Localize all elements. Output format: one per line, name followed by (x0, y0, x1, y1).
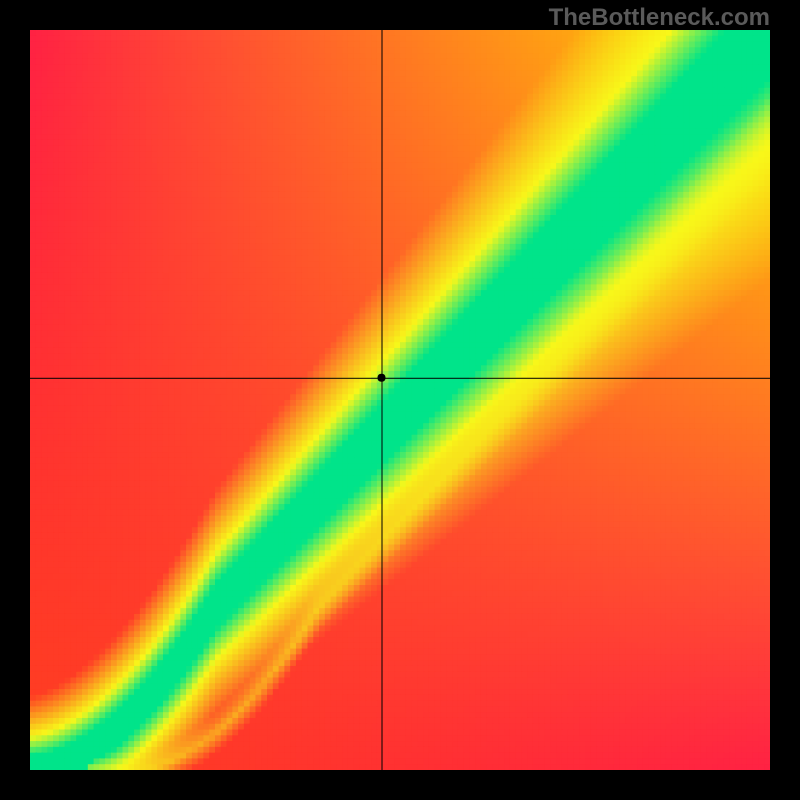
bottleneck-heatmap (30, 30, 770, 770)
watermark-text: TheBottleneck.com (549, 4, 770, 32)
